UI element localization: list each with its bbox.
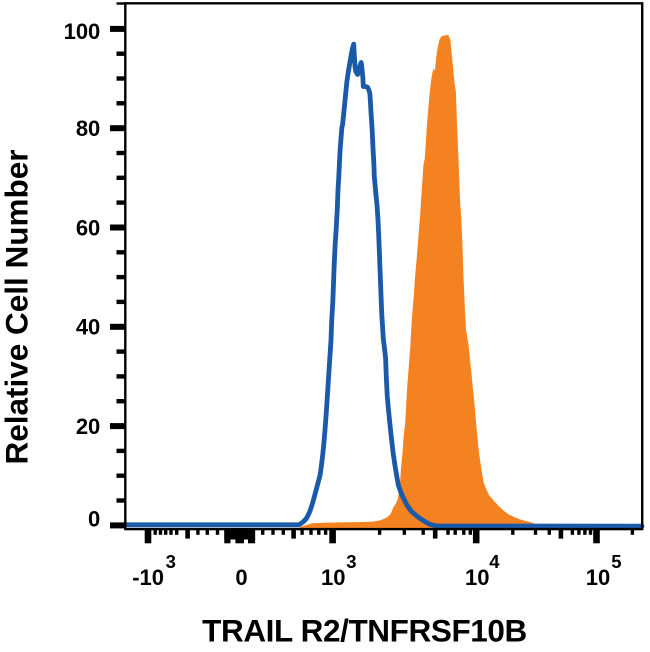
- svg-text:60: 60: [76, 215, 100, 240]
- svg-text:3: 3: [346, 551, 356, 572]
- svg-text:10: 10: [465, 565, 489, 590]
- svg-text:80: 80: [76, 116, 100, 141]
- svg-text:10: 10: [321, 565, 345, 590]
- svg-text:40: 40: [76, 315, 100, 340]
- svg-text:4: 4: [489, 551, 500, 572]
- svg-text:5: 5: [611, 551, 621, 572]
- svg-text:0: 0: [88, 507, 100, 532]
- svg-text:-10: -10: [132, 565, 164, 590]
- svg-text:TRAIL R2/TNFRSF10B: TRAIL R2/TNFRSF10B: [202, 612, 527, 648]
- svg-text:10: 10: [586, 565, 610, 590]
- svg-text:3: 3: [166, 551, 176, 572]
- svg-text:0: 0: [235, 565, 247, 590]
- svg-text:100: 100: [64, 19, 101, 44]
- svg-text:Relative Cell Number: Relative Cell Number: [0, 149, 35, 464]
- svg-text:20: 20: [76, 414, 100, 439]
